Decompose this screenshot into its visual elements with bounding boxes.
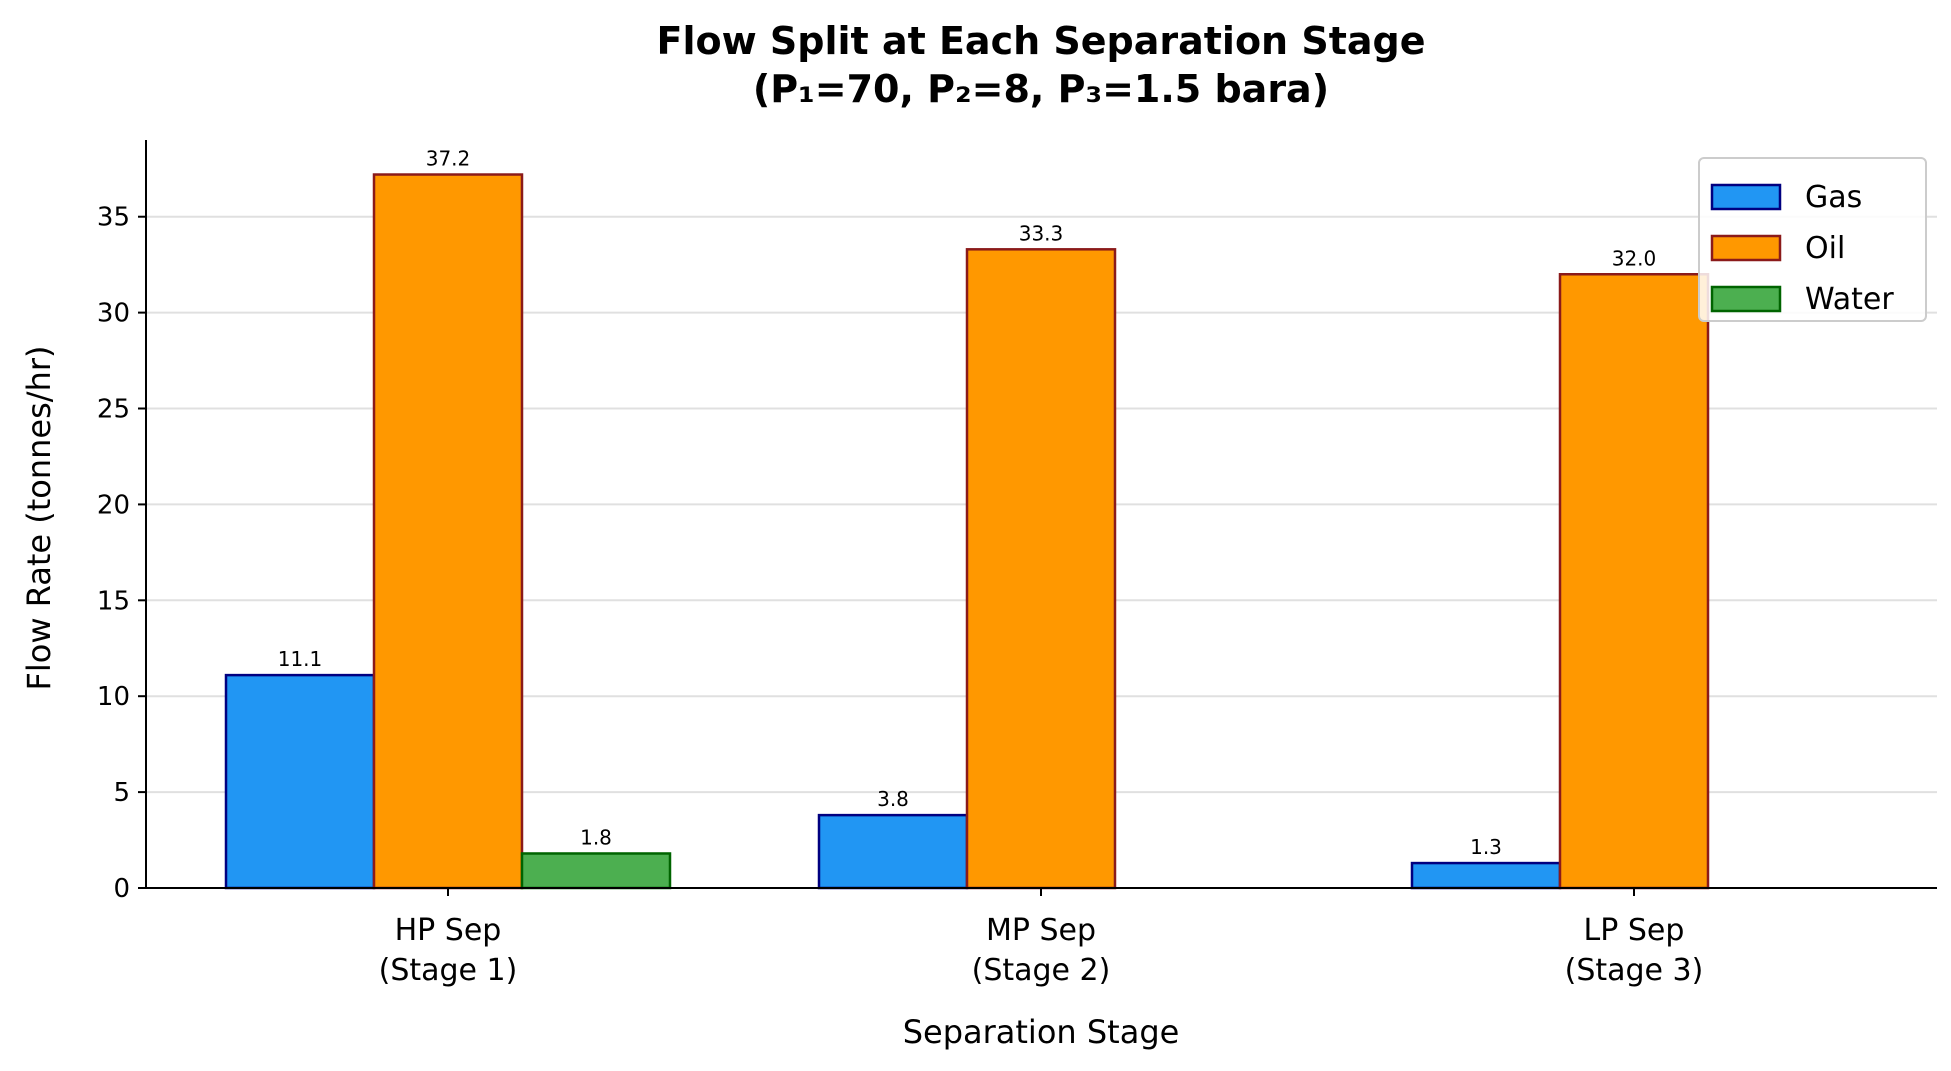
bar-value-label: 32.0 bbox=[1612, 246, 1657, 270]
y-axis-label: Flow Rate (tonnes/hr) bbox=[20, 346, 58, 691]
bar-value-label: 33.3 bbox=[1019, 221, 1064, 245]
bar-value-label: 3.8 bbox=[877, 787, 909, 811]
bar-water bbox=[520, 852, 672, 890]
chart-subtitle: (P₁=70, P₂=8, P₃=1.5 bara) bbox=[753, 67, 1329, 111]
legend-swatch-water bbox=[1710, 285, 1782, 313]
legend-label: Water bbox=[1805, 282, 1894, 317]
x-tick-label: HP Sep bbox=[395, 913, 502, 948]
axes: 0 5 10 15 20 25 30 35 HP Sep (Stage 1) MP Sep (Stag… bbox=[97, 140, 1937, 988]
x-tick-label: LP Sep bbox=[1584, 913, 1685, 948]
x-axis-label: Separation Stage bbox=[903, 1013, 1180, 1051]
y-tick-label: 0 bbox=[113, 874, 130, 904]
chart-title: Flow Split at Each Separation Stage bbox=[657, 19, 1426, 63]
x-tick-label: (Stage 2) bbox=[972, 953, 1111, 988]
bar-value-label: 37.2 bbox=[426, 147, 471, 171]
bar-oil bbox=[965, 248, 1117, 890]
x-tick-label: (Stage 3) bbox=[1565, 953, 1704, 988]
bar-value-label: 1.3 bbox=[1470, 835, 1502, 859]
legend-swatch-gas bbox=[1710, 183, 1782, 211]
y-tick-label: 10 bbox=[97, 682, 130, 712]
y-tick-label: 30 bbox=[97, 299, 130, 329]
bars bbox=[224, 173, 1710, 890]
x-tick-label: MP Sep bbox=[986, 913, 1096, 948]
y-tick-label: 25 bbox=[97, 395, 130, 425]
legend-label: Gas bbox=[1805, 180, 1862, 215]
y-tick-label: 20 bbox=[97, 490, 130, 520]
bar-oil bbox=[1558, 273, 1710, 890]
legend-swatch-oil bbox=[1710, 234, 1782, 262]
legend-label: Oil bbox=[1805, 231, 1845, 266]
x-tick-label: (Stage 1) bbox=[379, 953, 518, 988]
bar-gas bbox=[817, 813, 969, 890]
y-tick-label: 5 bbox=[113, 778, 130, 808]
value-labels: 11.1 37.2 1.8 3.8 33.3 1.3 32.0 bbox=[278, 147, 1657, 860]
bar-gas bbox=[1410, 861, 1562, 890]
y-tick-label: 35 bbox=[97, 203, 130, 233]
bar-gas bbox=[224, 673, 376, 890]
bar-value-label: 1.8 bbox=[580, 825, 612, 849]
legend: Gas Oil Water bbox=[1698, 157, 1927, 322]
bar-oil bbox=[372, 173, 524, 890]
bar-value-label: 11.1 bbox=[278, 647, 323, 671]
y-tick-label: 15 bbox=[97, 586, 130, 616]
